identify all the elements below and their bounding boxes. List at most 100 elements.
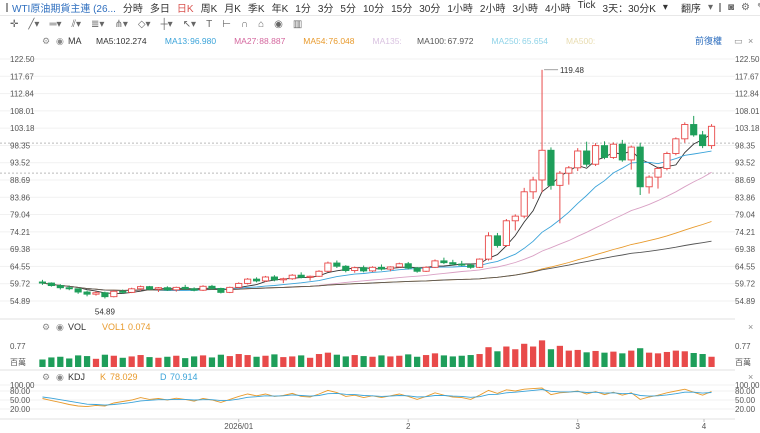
interval-tab[interactable]: 多日 xyxy=(149,4,170,15)
candle[interactable] xyxy=(261,275,270,282)
candle[interactable] xyxy=(145,285,154,291)
candle[interactable] xyxy=(484,232,493,261)
interval-tab[interactable]: 分時 xyxy=(122,4,143,15)
settings-icon[interactable]: ⚙ xyxy=(42,372,50,382)
arrow-icon[interactable]: ↖▾ xyxy=(182,19,197,30)
candle[interactable] xyxy=(707,124,716,149)
interval-tab[interactable]: 3天：30分K xyxy=(602,4,656,15)
adjust-button[interactable]: 翻序 xyxy=(680,4,701,15)
candle[interactable] xyxy=(449,259,457,266)
eye-icon[interactable]: ◉ xyxy=(274,19,283,30)
candle[interactable] xyxy=(181,284,189,290)
lock-icon[interactable]: ⌂ xyxy=(258,19,265,30)
candle[interactable] xyxy=(600,141,609,160)
candle[interactable] xyxy=(306,275,314,281)
instrument-title[interactable]: WTI原油期貨主連 (26... xyxy=(12,4,116,15)
interval-tab[interactable]: 30分 xyxy=(419,4,441,15)
candle[interactable] xyxy=(663,151,671,171)
candle[interactable] xyxy=(74,288,82,294)
interval-tab[interactable]: 1分 xyxy=(295,4,311,15)
kdj-indicator-label[interactable]: KDJ xyxy=(68,372,85,382)
candle[interactable] xyxy=(413,266,421,273)
candle[interactable] xyxy=(699,130,707,149)
candle[interactable] xyxy=(92,291,100,296)
candle[interactable] xyxy=(351,266,359,273)
candle[interactable] xyxy=(422,266,430,272)
candle[interactable] xyxy=(128,287,136,294)
candle[interactable] xyxy=(645,175,653,194)
interval-tab[interactable]: 3小時 xyxy=(512,4,539,15)
candle[interactable] xyxy=(368,266,377,272)
eye-icon[interactable]: ◉ xyxy=(56,372,64,382)
candle[interactable] xyxy=(377,264,386,271)
pen-icon[interactable]: ✎ xyxy=(757,2,760,13)
crosshair-icon[interactable]: ✛ xyxy=(10,19,19,30)
candle[interactable] xyxy=(101,291,109,299)
candle[interactable] xyxy=(288,274,296,280)
interval-tab[interactable]: 15分 xyxy=(391,4,413,15)
candle[interactable] xyxy=(591,143,600,167)
candle[interactable] xyxy=(65,285,73,291)
candle[interactable] xyxy=(565,166,573,185)
candle[interactable] xyxy=(119,289,127,294)
main-indicator-label[interactable]: MA xyxy=(68,36,82,46)
candle[interactable] xyxy=(324,261,332,272)
chart-area[interactable]: ⚙ ◉ MA MA5: 102.274 MA13: 96.980 MA27: 88.887… xyxy=(0,33,760,433)
dropdown-icon[interactable]: ▾ xyxy=(662,2,668,13)
close-icon[interactable]: × xyxy=(748,36,753,46)
candle[interactable] xyxy=(440,257,448,265)
candle[interactable] xyxy=(217,287,225,294)
interval-tab[interactable]: 月K xyxy=(224,4,241,15)
candle[interactable] xyxy=(654,166,662,189)
candle[interactable] xyxy=(520,187,528,219)
interval-tab[interactable]: 年K xyxy=(271,4,289,15)
candle[interactable] xyxy=(270,275,278,282)
channel-icon[interactable]: ⫽▾ xyxy=(71,19,82,30)
candle[interactable] xyxy=(190,287,198,292)
candle[interactable] xyxy=(476,258,484,269)
candle[interactable] xyxy=(609,142,617,159)
candle[interactable] xyxy=(681,122,689,143)
candle[interactable] xyxy=(493,232,502,248)
candle[interactable] xyxy=(467,263,475,269)
camera-icon[interactable]: ◙ xyxy=(727,2,735,13)
candle[interactable] xyxy=(511,214,519,231)
interval-tab[interactable]: 1小時 xyxy=(447,4,473,15)
toggle-checkbox[interactable] xyxy=(718,3,721,12)
trash-icon[interactable]: ▥ xyxy=(292,19,303,30)
candle[interactable] xyxy=(574,148,582,172)
candle[interactable] xyxy=(547,147,555,190)
eye-icon[interactable]: ◉ xyxy=(56,36,64,46)
settings-icon[interactable]: ⚙ xyxy=(42,36,50,46)
interval-tab[interactable]: 5分 xyxy=(340,4,356,15)
eye-icon[interactable]: ◉ xyxy=(56,322,64,332)
candle[interactable] xyxy=(538,69,546,193)
candle[interactable] xyxy=(458,260,466,267)
candle[interactable] xyxy=(56,284,64,290)
candle[interactable] xyxy=(333,260,341,269)
candle[interactable] xyxy=(583,141,591,167)
candle[interactable] xyxy=(636,142,644,196)
candle[interactable] xyxy=(690,115,698,137)
settings-icon[interactable]: ⚙ xyxy=(741,2,750,13)
interval-tab[interactable]: 3分 xyxy=(317,4,334,15)
candle[interactable] xyxy=(315,270,323,277)
fibonacci-icon[interactable]: ≣▾ xyxy=(91,19,105,30)
interval-tab[interactable]: 季K xyxy=(247,4,265,15)
magnet-icon[interactable]: ∩ xyxy=(240,19,249,30)
chevron-down-icon[interactable]: ▾ xyxy=(707,2,713,13)
close-icon[interactable]: × xyxy=(748,372,753,382)
candle[interactable] xyxy=(163,286,171,291)
candle[interactable] xyxy=(627,145,635,170)
candle[interactable] xyxy=(172,286,180,292)
candle[interactable] xyxy=(672,137,680,156)
trendline-icon[interactable]: ╱▾ xyxy=(28,19,40,30)
candle[interactable] xyxy=(502,218,510,247)
interval-tab[interactable]: 4小時 xyxy=(545,4,571,15)
candle[interactable] xyxy=(47,282,55,287)
candle[interactable] xyxy=(252,277,261,283)
candle[interactable] xyxy=(137,285,145,291)
settings-icon[interactable]: ⚙ xyxy=(42,322,50,332)
candle[interactable] xyxy=(404,261,412,270)
candle[interactable] xyxy=(244,278,252,285)
